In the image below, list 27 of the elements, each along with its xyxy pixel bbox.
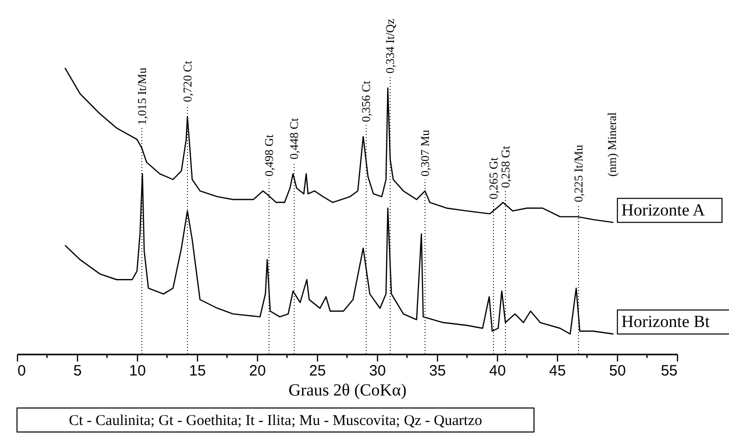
series-label: Horizonte Bt — [621, 312, 710, 331]
x-tick-label: 30 — [369, 362, 386, 380]
x-tick-label: 20 — [249, 362, 266, 380]
x-tick-label: 35 — [429, 362, 446, 380]
ref-line-label: 0,258 Gt — [498, 145, 512, 188]
x-tick-label: 25 — [309, 362, 326, 380]
ref-line-label: 0,498 Gt — [262, 134, 276, 176]
x-tick-label: 45 — [549, 362, 566, 380]
x-tick-label: 0 — [18, 362, 26, 380]
x-tick-label: 10 — [129, 362, 146, 380]
ref-line-label: 0,448 Ct — [287, 117, 302, 160]
annotation: (nm) Mineral — [605, 112, 620, 177]
x-axis-title: Graus 2θ (CoKα) — [288, 380, 407, 400]
ref-line-label: 0,356 Ct — [359, 80, 374, 122]
text: Ct - Caulinita; Gt - Goethita; It - Ilita; Mu - Muscovita; Qz - Quartzo — [68, 413, 482, 429]
x-tick-label: 55 — [660, 362, 678, 380]
ref-line-label: 0,307 Mu — [418, 130, 432, 176]
series-label: Horizonte A — [621, 200, 706, 220]
x-tick-label: 40 — [489, 362, 506, 380]
ref-line-label: 0,225 It/Mu — [572, 144, 586, 202]
ref-line-label: 0,265 Gt — [486, 156, 500, 200]
ref-line-label: 0,720 Ct — [180, 60, 194, 102]
ref-line-label: 1,015 It/Mu — [134, 68, 149, 126]
x-tick-label: 5 — [73, 362, 82, 380]
x-tick-label: 50 — [609, 362, 626, 380]
ref-line-label: 0,334 It/Qz — [383, 18, 398, 74]
x-tick-label: 15 — [189, 362, 206, 380]
